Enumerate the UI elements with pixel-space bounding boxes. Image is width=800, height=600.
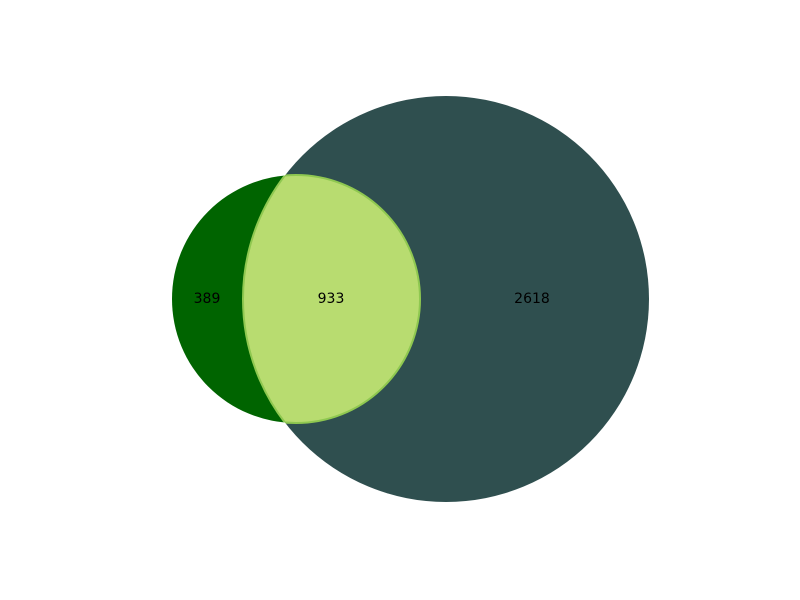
label-a-only: 389 xyxy=(194,291,221,307)
intersection-outline xyxy=(243,174,421,424)
label-b-only: 2618 xyxy=(514,291,550,307)
intersection-region xyxy=(242,175,420,423)
label-a-and-b: 933 xyxy=(318,291,345,307)
